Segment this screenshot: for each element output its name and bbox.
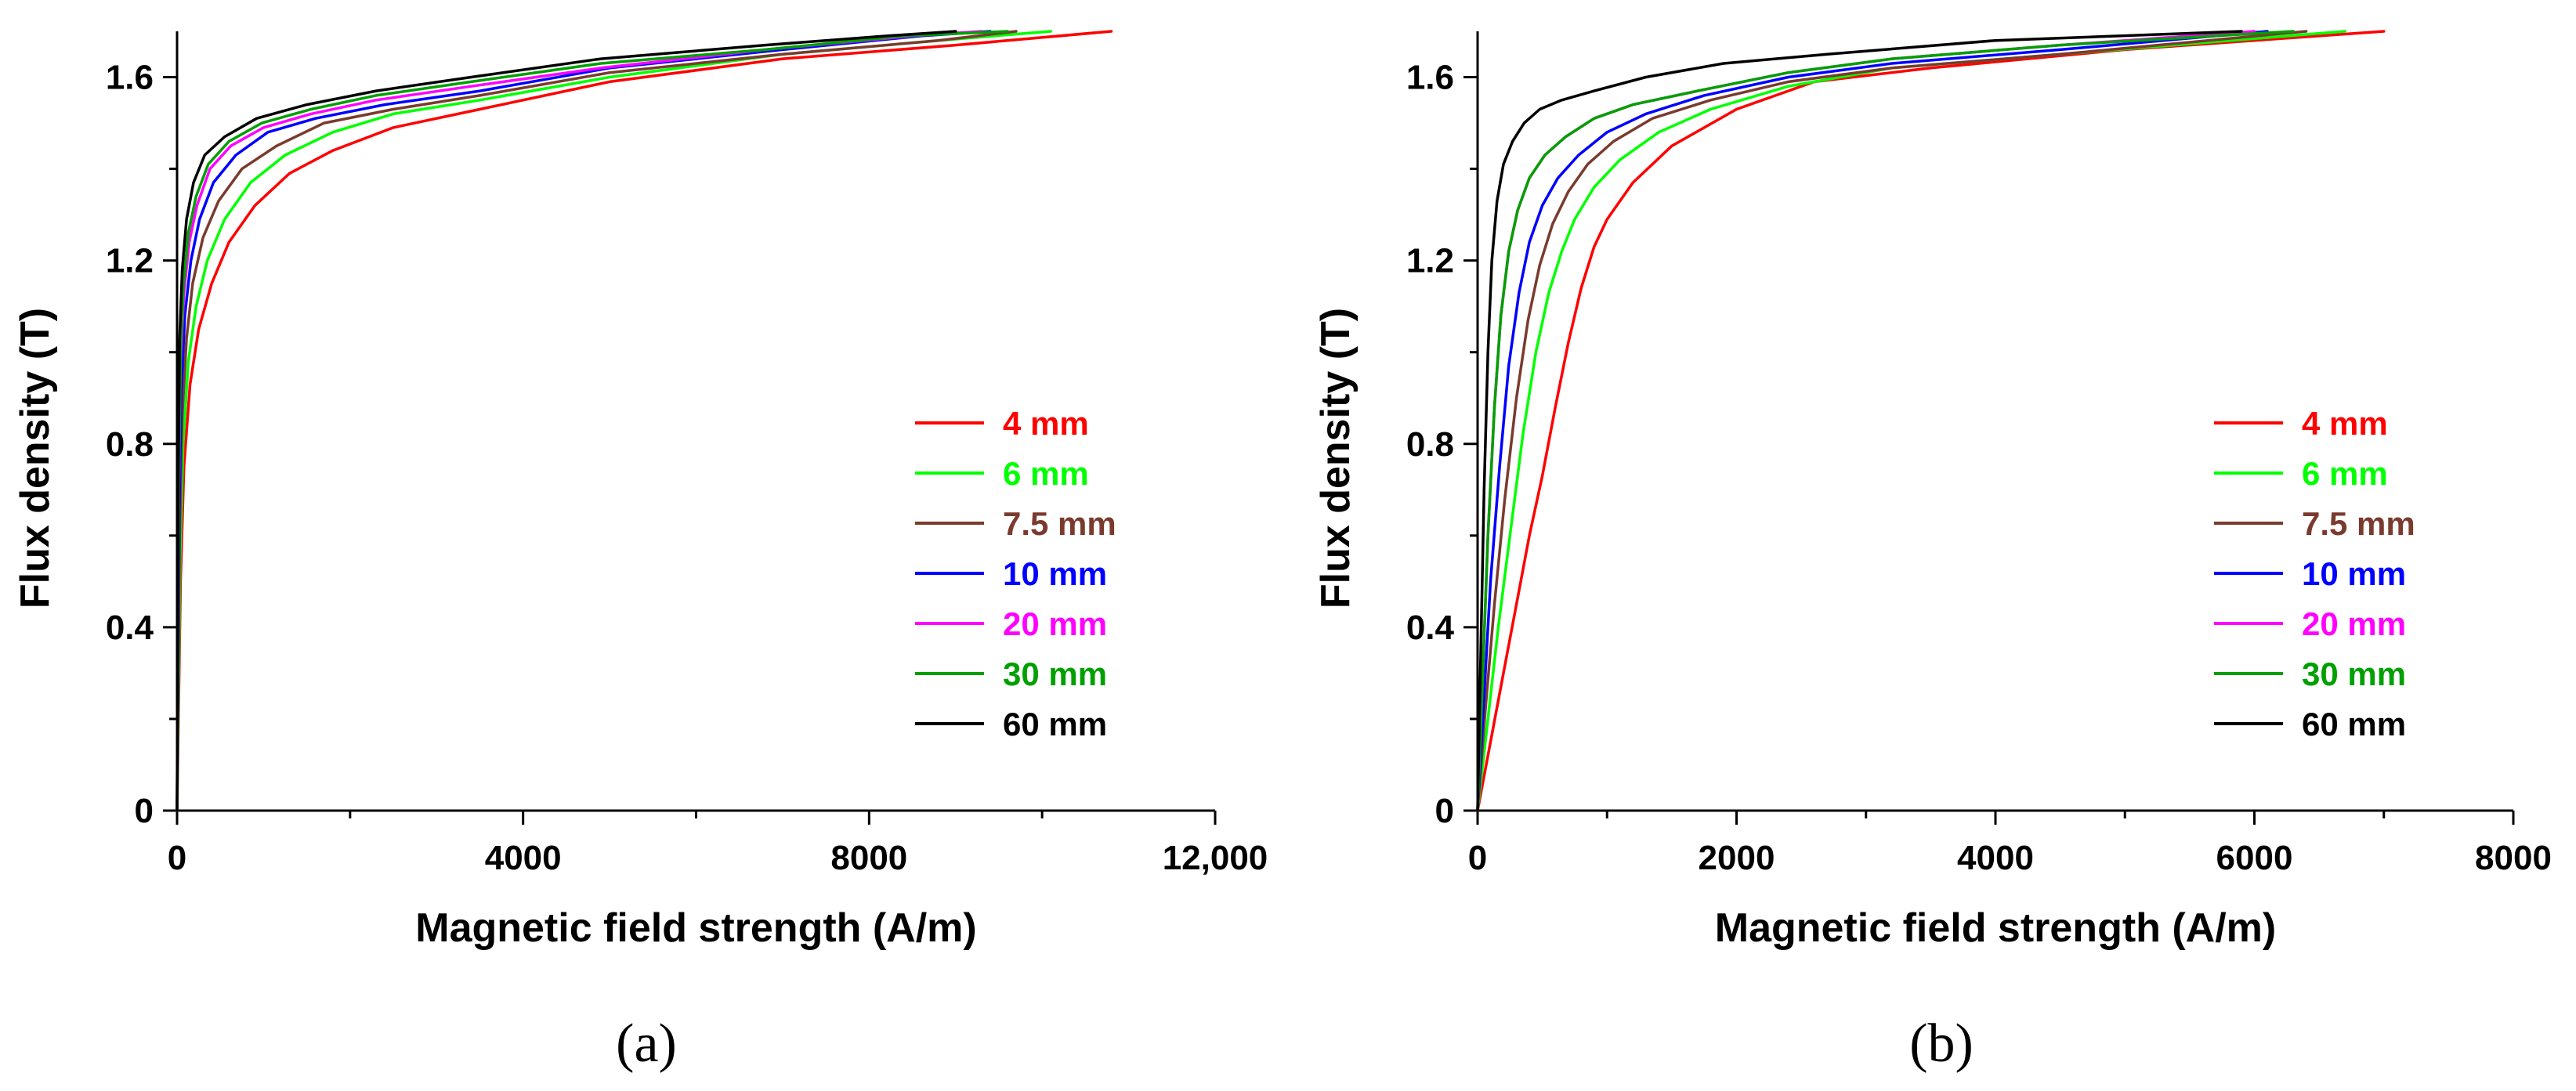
- series-line: [175, 30, 1113, 812]
- series-line: [1476, 30, 2256, 812]
- panel-label: (b): [1909, 1013, 1974, 1074]
- y-tick-label: 0.8: [1406, 425, 1454, 464]
- legend-label: 60 mm: [1003, 706, 1107, 742]
- x-tick-label: 6000: [2216, 839, 2293, 877]
- chart-panel-a: 0 0.4 0.8 1.2 1.6 0 4000 8000 12,000 Magnetic fie…: [13, 30, 1268, 1074]
- x-tick-label: 4000: [1957, 839, 2034, 877]
- x-tick-label: 8000: [830, 839, 907, 877]
- legend-label: 7.5 mm: [1003, 505, 1116, 542]
- y-tick-label: 0.4: [1406, 609, 1455, 647]
- x-tick-label: 0: [168, 839, 186, 877]
- chart-panel-b: 0 0.4 0.8 1.2 1.6 0 2000 4000 6000 8000 Magnetic f…: [1313, 30, 2552, 1074]
- legend-label: 6 mm: [2302, 455, 2388, 492]
- panel-label: (a): [616, 1013, 677, 1074]
- legend-label: 60 mm: [2302, 706, 2406, 742]
- series-line: [1476, 30, 2308, 812]
- series-line: [175, 30, 1018, 812]
- series-line: [175, 30, 992, 812]
- series-line: [1476, 30, 2346, 812]
- x-axis-title: Magnetic field strength (A/m): [415, 905, 976, 951]
- legend-label: 4 mm: [1003, 405, 1089, 442]
- y-tick-label: 0.8: [106, 425, 154, 464]
- legend-label: 4 mm: [2302, 405, 2388, 442]
- x-tick-label: 2000: [1699, 839, 1775, 877]
- x-tick-label: 0: [1468, 839, 1487, 877]
- y-tick-label: 1.6: [106, 59, 154, 97]
- y-axis-title: Flux density (T): [1313, 308, 1359, 609]
- legend-label: 7.5 mm: [2302, 505, 2415, 542]
- x-tick-label: 12,000: [1163, 839, 1268, 877]
- legend-label: 6 mm: [1003, 455, 1089, 492]
- series-line: [1476, 30, 2386, 812]
- x-tick-label: 8000: [2475, 839, 2552, 877]
- y-tick-label: 1.2: [106, 242, 154, 280]
- y-tick-label: 0: [1435, 792, 1454, 830]
- legend-label: 20 mm: [2302, 605, 2406, 642]
- x-axis-title: Magnetic field strength (A/m): [1715, 905, 2276, 951]
- series-line: [1476, 30, 2295, 812]
- y-tick-label: 1.6: [1406, 59, 1454, 97]
- y-tick-label: 0.4: [106, 609, 154, 647]
- legend-label: 20 mm: [1003, 605, 1107, 642]
- legend-label: 10 mm: [1003, 555, 1107, 592]
- x-tick-label: 4000: [485, 839, 562, 877]
- legend-label: 30 mm: [2302, 656, 2406, 692]
- y-axis-title: Flux density (T): [13, 308, 58, 609]
- series-line: [175, 30, 957, 812]
- legend-label: 30 mm: [1003, 656, 1107, 692]
- y-tick-label: 1.2: [1406, 242, 1454, 280]
- y-tick-label: 0: [135, 792, 154, 830]
- legend-label: 10 mm: [2302, 555, 2406, 592]
- series-line: [175, 30, 1009, 812]
- series-line: [1476, 30, 2269, 812]
- series-line: [175, 30, 1052, 812]
- series-line: [1476, 30, 2243, 812]
